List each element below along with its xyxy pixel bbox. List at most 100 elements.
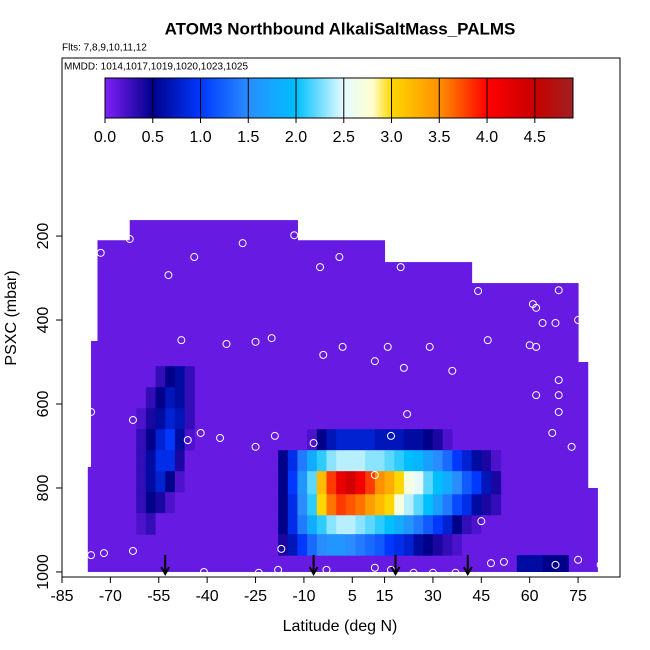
colorbar-tick-label: 2.5 [333,129,355,146]
heat-cell [413,534,424,556]
sample-point [274,565,283,574]
sample-point [270,431,279,440]
heat-cell [461,534,473,556]
heat-cell [384,429,395,451]
sample-point [196,428,205,437]
heat-cell [442,534,453,556]
heat-cell [490,515,502,535]
heat-cell [297,450,308,472]
heat-cell [287,534,298,556]
sample-point [216,434,225,443]
heat-cell [471,450,482,472]
heat-cell [481,494,492,516]
sample-point [219,572,228,581]
y-tick-label: 600 [35,391,52,418]
sample-point [428,568,437,577]
heat-cell [145,492,157,514]
sample-point [554,286,563,295]
heat-cell [423,534,434,556]
heat-cell [394,494,405,516]
sample-point [125,234,134,243]
heat-cell [403,494,415,516]
sample-point [99,549,108,558]
heat-cell [374,494,386,516]
heat-cell [403,534,415,556]
heat-cell [345,450,357,472]
heat-cell [136,366,147,388]
heat-cell [452,534,463,556]
heat-cell [184,471,195,493]
heat-cell [326,494,337,516]
heat-cell [345,429,357,451]
heat-cell [452,450,463,472]
arrow-head [160,566,171,577]
heat-cell [297,429,308,451]
heat-cell [490,450,502,472]
heat-cell [174,408,186,430]
heat-cell [287,494,298,516]
heat-cell [336,534,347,556]
annotation: MMDD: 1014,1017,1019,1020,1023,1025 [64,62,248,73]
heat-cell [452,471,463,495]
sample-point [87,407,96,416]
heat-cell [471,429,482,451]
heat-cell [365,429,376,451]
heat-cell [471,534,482,556]
heat-cell [413,429,424,451]
heat-block [516,555,544,572]
heat-cell [174,366,186,388]
heat-cell [481,450,492,472]
sample-point [96,248,105,257]
heat-cell [174,387,186,409]
heat-cell [155,408,166,430]
heat-cell [145,471,157,493]
heat-cell [297,534,308,556]
heat-cell [316,471,327,495]
colorbar-tick-label: 4.0 [476,129,498,146]
heat-cell [155,387,166,409]
heat-cell [278,534,289,556]
heat-cell [136,408,147,430]
sample-point [309,439,318,448]
heat-cell [165,471,176,493]
heat-cell [184,492,195,514]
heat-cell [145,387,157,409]
sample-point [532,303,541,312]
sample-point [538,318,547,327]
sample-point [338,342,347,351]
heat-cell [326,534,337,556]
heat-cell [345,534,357,556]
heat-cell [326,429,337,451]
heat-cell [155,450,166,472]
heat-cell [432,515,444,535]
heat-cell [155,471,166,493]
heat-block [87,466,92,572]
heat-cell [336,515,347,535]
sample-point [370,357,379,366]
heat-cell [355,450,366,472]
heat-cell [184,429,195,451]
heat-cell [423,450,434,472]
colorbar-tick-label: 1.0 [189,129,211,146]
sample-point [190,253,199,262]
sample-point [451,568,460,577]
heat-cell [442,450,453,472]
heat-cell [184,450,195,472]
heat-cell [316,534,327,556]
heat-cell [432,494,444,516]
heat-cell [423,494,434,516]
colorbar-tick-label: 0.0 [94,129,116,146]
sample-point [554,407,563,416]
sample-point [277,544,286,553]
heat-cell [155,429,166,451]
sample-point [251,337,260,346]
sample-point [383,342,392,351]
heat-cell [278,429,289,451]
sample-point [477,517,486,526]
heat-cell [355,494,366,516]
heat-cell [365,515,376,535]
heat-cell [423,429,434,451]
heat-cell [136,513,147,535]
x-tick-label: 15 [376,588,394,605]
x-tick-label: 75 [569,588,587,605]
